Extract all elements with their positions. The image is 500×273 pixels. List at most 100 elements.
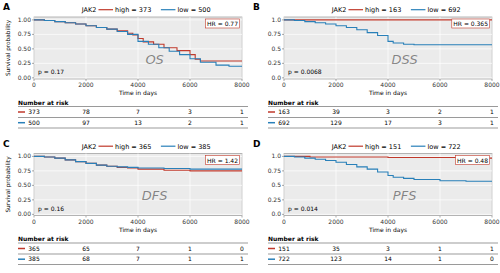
legend-key: [411, 9, 426, 10]
hazard-ratio: HR = 0.77: [207, 20, 238, 27]
number-at-risk: 17: [384, 119, 392, 126]
number-at-risk: 7: [136, 245, 140, 252]
number-at-risk: 1: [490, 108, 494, 115]
legend-key: [98, 146, 113, 147]
y-tick-label: 0.75: [268, 167, 282, 174]
y-tick-label: 0.0: [271, 210, 281, 217]
y-tick: [282, 19, 284, 20]
title: JAK2: [331, 143, 347, 151]
x-tick-label: 0: [282, 218, 286, 225]
y-tick-label: 0.25: [18, 59, 32, 66]
number-at-risk: 129: [330, 119, 342, 126]
number-at-risk: 2: [438, 108, 442, 115]
panel: 020004000600080000.000.250.500.751.00Tim…: [3, 139, 250, 265]
x-tick-label: 8000: [484, 218, 499, 225]
figure: 020004000600080000.000.250.500.751.00Tim…: [0, 0, 500, 273]
hazard-ratio: HR = 1.42: [207, 157, 238, 164]
risk-table-rule: [268, 243, 498, 244]
number-at-risk: 722: [278, 255, 290, 262]
risk-row-key: [268, 111, 275, 113]
grid-line: [34, 199, 242, 200]
number-at-risk: 1: [438, 245, 442, 252]
curves: [34, 20, 242, 66]
number-at-risk: 3: [188, 108, 192, 115]
legend-key: [348, 146, 363, 147]
number-at-risk: 35: [332, 245, 340, 252]
legend-key: [161, 146, 176, 147]
number-at-risk: 1: [438, 255, 442, 262]
grid-line: [284, 63, 492, 64]
panel-label: B: [253, 2, 260, 12]
y-tick-label: 0.5: [271, 45, 281, 52]
y-axis-label: Survival probability: [5, 19, 12, 76]
risk-table: Number at risk163393216921291731: [268, 99, 498, 129]
risk-row-key: [18, 111, 25, 113]
grid-line: [34, 48, 242, 49]
y-tick: [32, 170, 34, 171]
y-tick: [282, 214, 284, 215]
grid-line: [492, 154, 493, 216]
legend-entry: low = 500: [178, 6, 211, 14]
number-at-risk: 1: [240, 108, 244, 115]
y-tick: [32, 19, 34, 20]
y-tick-label: 1.0: [271, 16, 281, 23]
legend-entry: high = 151: [365, 143, 401, 151]
x-tick-label: 2000: [78, 81, 93, 88]
risk-table-rule: [18, 117, 248, 118]
grid-line: [492, 17, 493, 79]
title: JAK2: [81, 6, 97, 14]
grid-line: [34, 63, 242, 64]
grid-line: [242, 154, 243, 216]
curves: [284, 156, 492, 181]
y-tick-label: 1.00: [18, 152, 32, 159]
y-tick-label: 0.25: [18, 196, 32, 203]
y-tick-label: 0.00: [18, 74, 32, 81]
risk-table: Number at risk3656571038568711: [18, 235, 248, 265]
survival-curve: [284, 156, 492, 181]
grid-line: [190, 17, 191, 79]
number-at-risk: 7: [136, 108, 140, 115]
grid-line: [336, 17, 337, 79]
number-at-risk: 7: [136, 255, 140, 262]
x-tick-label: 4000: [380, 218, 395, 225]
hazard-ratio-box: [206, 156, 240, 165]
grid-line: [284, 185, 492, 186]
x-tick-label: 6000: [432, 81, 447, 88]
y-tick-label: 0.25: [268, 196, 282, 203]
grid-line: [138, 17, 139, 79]
risk-table-rule: [268, 264, 498, 265]
x-tick-label: 8000: [234, 218, 249, 225]
number-at-risk: 65: [82, 245, 90, 252]
y-tick: [282, 63, 284, 64]
panel-label: A: [3, 2, 10, 12]
survival-curve: [34, 156, 242, 170]
p-value: p = 0.0068: [288, 68, 322, 76]
y-tick: [282, 77, 284, 78]
curves: [34, 156, 242, 170]
x-axis-label: Time in days: [368, 226, 407, 234]
risk-table-rule: [18, 128, 248, 129]
risk-table-rule: [268, 117, 498, 118]
number-at-risk: 1: [240, 255, 244, 262]
p-value: p = 0.014: [288, 205, 318, 213]
x-tick-label: 0: [282, 81, 286, 88]
risk-row-key: [18, 248, 25, 250]
number-at-risk: 68: [82, 255, 90, 262]
panel-label: C: [3, 139, 10, 149]
x-tick-label: 0: [32, 218, 36, 225]
survival-curve: [34, 156, 242, 169]
risk-table-rule: [18, 264, 248, 265]
number-at-risk: 385: [28, 255, 40, 262]
number-at-risk: 39: [332, 108, 340, 115]
legend-entry: low = 722: [428, 143, 461, 151]
x-tick-label: 0: [32, 81, 36, 88]
grid-line: [388, 17, 389, 79]
grid-line: [440, 154, 441, 216]
number-at-risk: 500: [28, 119, 40, 126]
risk-table-title: Number at risk: [18, 235, 70, 242]
y-tick: [282, 170, 284, 171]
grid-line: [242, 17, 243, 79]
grid-line: [190, 154, 191, 216]
subtitle: OS: [145, 52, 163, 67]
grid-line: [284, 214, 492, 215]
